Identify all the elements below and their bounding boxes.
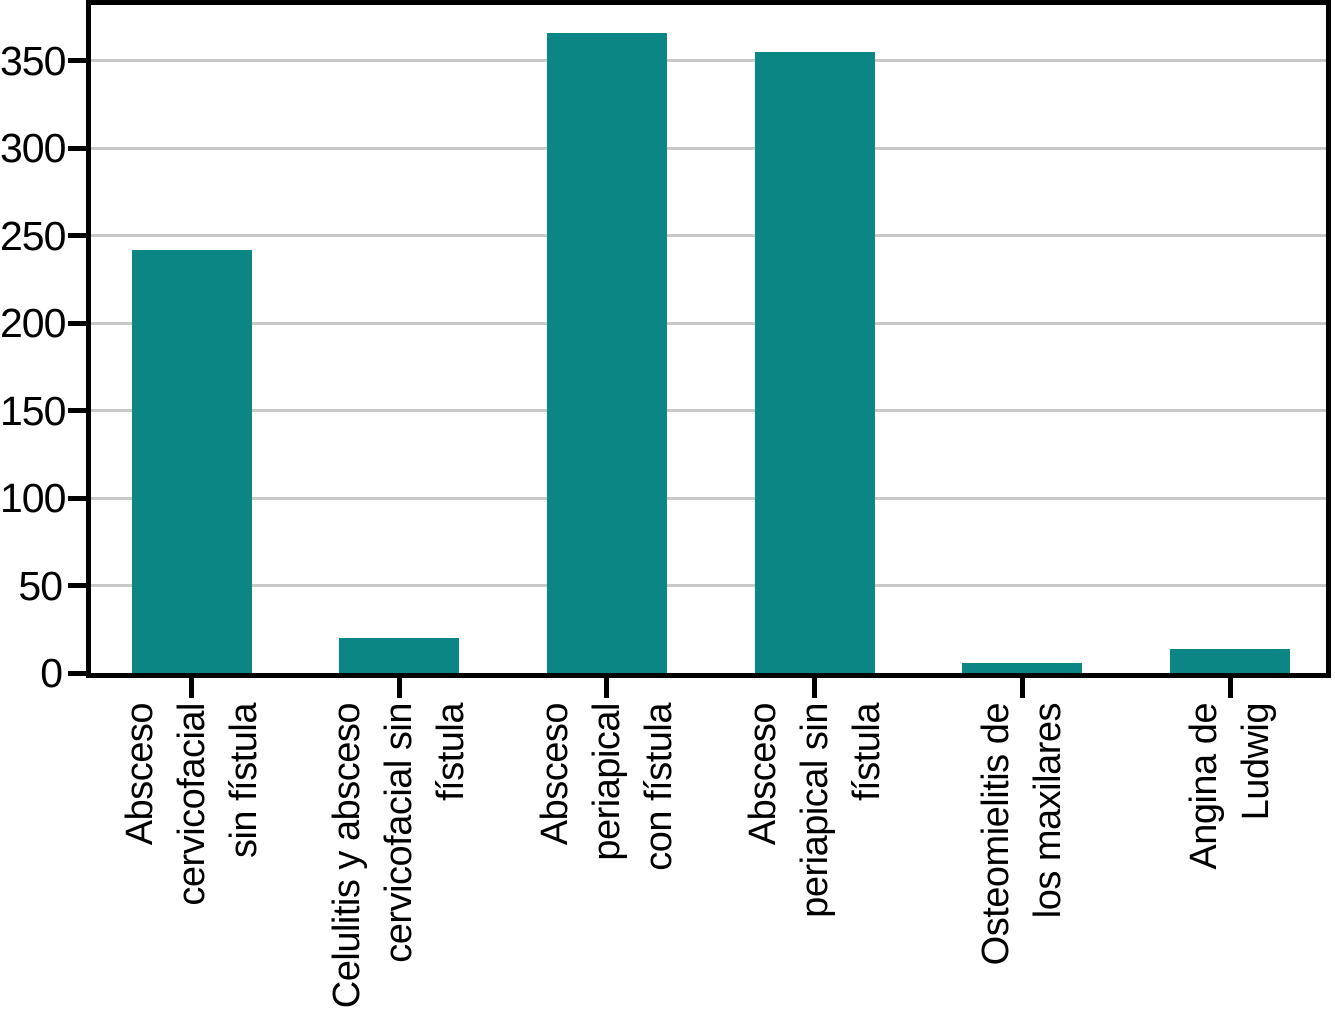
x-tick-label-line: periapical sin [793, 703, 836, 918]
gridline [91, 496, 1326, 500]
y-tick-label: 150 [0, 387, 66, 434]
x-tick-label-line: cervicofacial [170, 703, 213, 906]
bar [546, 32, 667, 673]
x-axis-tick [812, 673, 818, 698]
gridline [91, 584, 1326, 587]
x-tick-label-line: fístula [845, 703, 888, 801]
x-tick-label-line: Absceso [118, 703, 161, 846]
y-tick-label: 100 [0, 475, 66, 521]
y-tick-label: 0 [40, 650, 63, 696]
x-tick-label-line: sin fístula [222, 703, 265, 859]
x-axis-tick [1019, 673, 1025, 698]
x-tick-label-line: periapical [585, 703, 628, 861]
gridline [91, 59, 1326, 62]
y-axis-tick [68, 408, 86, 413]
x-tick-label-line: cervicofacial sin [378, 703, 421, 963]
bar [754, 51, 875, 673]
x-tick-label-line: Osteomielitis de [975, 703, 1018, 966]
x-tick-label-line: los maxilares [1027, 703, 1070, 919]
y-tick-label: 50 [18, 562, 63, 609]
y-tick-label: 250 [0, 212, 66, 259]
y-axis-tick [68, 145, 86, 151]
bar [339, 638, 460, 673]
gridline [91, 409, 1326, 412]
x-axis-tick [604, 673, 610, 698]
y-axis-tick [68, 670, 86, 676]
x-tick-label-line: fístula [430, 703, 473, 801]
x-tick-label-line: con fístula [637, 703, 680, 871]
bar [131, 249, 252, 673]
bar [1170, 648, 1290, 673]
y-axis-tick [68, 58, 86, 63]
x-tick-label-line: Angina de [1183, 703, 1225, 870]
gridline [91, 234, 1326, 237]
x-tick-label-line: Celulitis y absceso [326, 703, 369, 1009]
bar [962, 662, 1083, 673]
plot-border [86, 0, 1331, 678]
x-tick-label-line: Absceso [533, 703, 576, 846]
gridline [91, 146, 1326, 150]
x-axis-tick [396, 673, 402, 698]
x-axis-tick [189, 673, 194, 698]
y-axis-tick [68, 320, 86, 326]
x-axis-tick [1227, 673, 1233, 698]
y-tick-label: 200 [0, 300, 66, 346]
y-tick-label: 300 [0, 125, 66, 171]
x-tick-label-line: Absceso [741, 703, 784, 846]
x-tick-label-line: Ludwig [1235, 703, 1277, 821]
gridline [91, 321, 1326, 325]
y-axis-tick [68, 495, 86, 501]
y-axis-tick [68, 583, 86, 588]
y-tick-label: 350 [0, 37, 66, 84]
y-axis-tick [68, 233, 86, 238]
